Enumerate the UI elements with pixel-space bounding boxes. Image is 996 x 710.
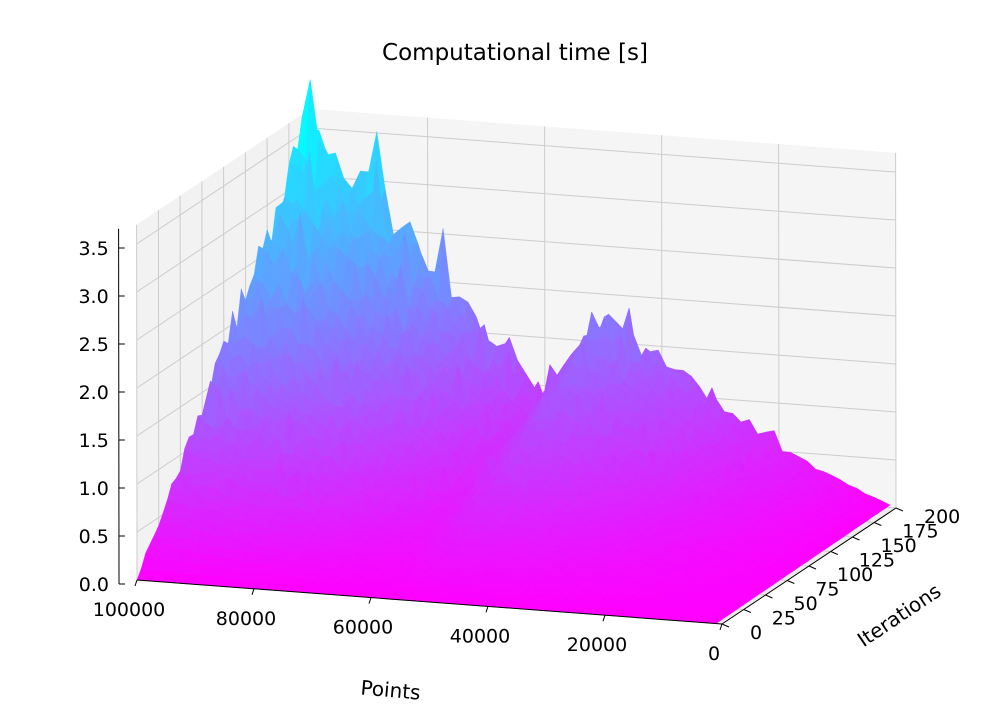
grid-line-z-back <box>310 127 896 173</box>
y-tick-label: 0 <box>750 622 762 644</box>
x-tick-label: 80000 <box>216 608 276 630</box>
y-tick-label: 125 <box>859 550 895 572</box>
x-tick-label: 20000 <box>567 634 627 656</box>
y-tick <box>787 580 795 584</box>
y-tick-label: 175 <box>902 521 938 543</box>
y-tick-label: 75 <box>815 579 839 601</box>
chart-title: Computational time [s] <box>382 40 648 66</box>
z-tick-label: 3.0 <box>78 286 108 308</box>
x-tick-label: 0 <box>708 643 720 665</box>
z-tick-label: 1.0 <box>79 478 109 500</box>
y-tick <box>721 623 730 628</box>
y-tick-label: 200 <box>924 506 960 528</box>
z-tick-label: 0.5 <box>79 526 109 548</box>
y-tick <box>852 536 860 541</box>
y-tick <box>765 594 773 599</box>
x-tick <box>134 579 138 587</box>
x-axis-line <box>136 579 723 625</box>
x-tick-label: 40000 <box>450 625 510 647</box>
x-tick-label: 100000 <box>93 599 166 621</box>
y-tick <box>895 507 904 512</box>
y-tick-label: 25 <box>772 608 796 630</box>
x-tick-label: 60000 <box>333 617 393 639</box>
z-tick-label: 2.5 <box>79 334 109 356</box>
z-tick-label: 2.0 <box>79 382 109 404</box>
y-tick <box>830 551 838 555</box>
grid-line-z-left <box>136 127 311 245</box>
z-tick-label: 3.5 <box>78 238 108 260</box>
y-tick-label: 50 <box>794 593 818 615</box>
y-axis-label: Iterations <box>853 579 945 652</box>
surface-mesh <box>136 79 891 624</box>
y-tick <box>874 522 882 526</box>
x-tick <box>602 615 606 622</box>
x-tick <box>368 597 372 604</box>
x-tick <box>719 623 723 631</box>
grid-line-z-back <box>310 175 896 221</box>
grid-line-z-left <box>136 175 311 293</box>
x-axis-label: Points <box>360 675 422 704</box>
axes: 0 20000 40000 60000 80000 100000 0 255075100125… <box>78 228 960 665</box>
y-tick-label: 150 <box>881 535 917 557</box>
z-tick-label: 0.0 <box>79 574 109 596</box>
x-tick <box>485 606 489 613</box>
y-tick <box>743 609 751 613</box>
x-tick <box>251 588 255 595</box>
y-tick-label: 100 <box>837 564 873 586</box>
z-tick-label: 1.5 <box>79 430 109 452</box>
y-tick <box>808 565 817 570</box>
